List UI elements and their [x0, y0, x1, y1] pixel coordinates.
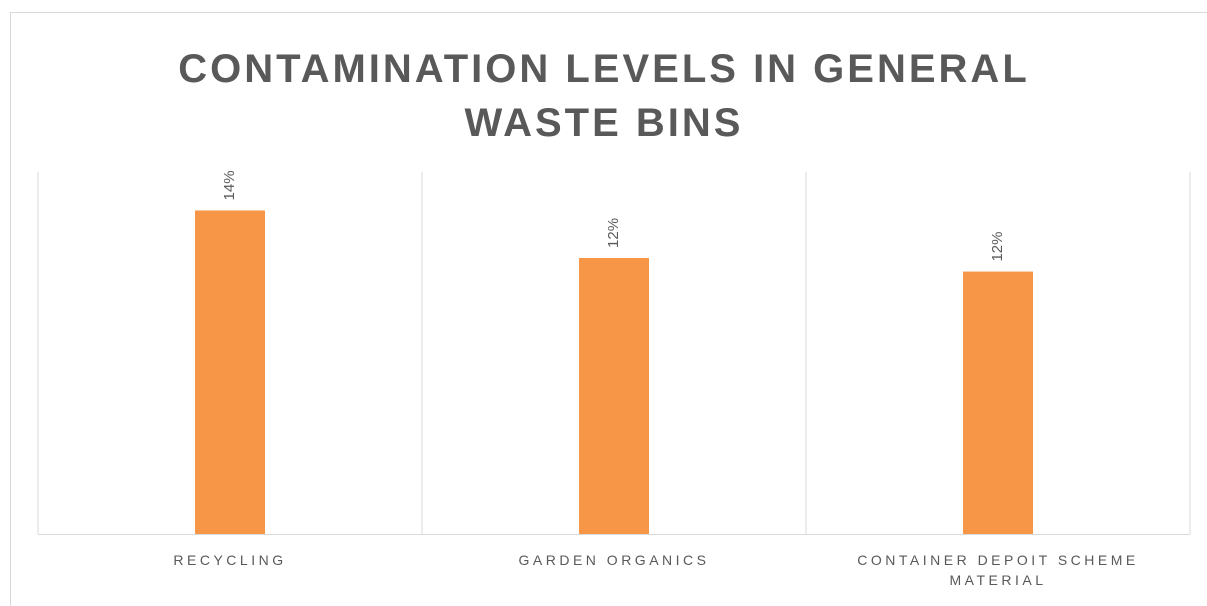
- x-tick-label: RECYCLING: [173, 552, 287, 568]
- bar: [195, 210, 265, 534]
- chart-border: [10, 12, 1207, 606]
- x-tick-label: CONTAINER DEPOIT SCHEME MATERIAL: [857, 552, 1139, 588]
- chart-title: CONTAMINATION LEVELS IN GENERAL WASTE BI…: [178, 47, 1030, 145]
- value-label: 12%: [989, 232, 1006, 262]
- bar: [579, 257, 649, 534]
- x-tick-label: GARDEN ORGANICS: [518, 552, 710, 568]
- value-label: 14%: [221, 170, 238, 200]
- bar: [963, 271, 1033, 534]
- value-label: 12%: [605, 218, 622, 248]
